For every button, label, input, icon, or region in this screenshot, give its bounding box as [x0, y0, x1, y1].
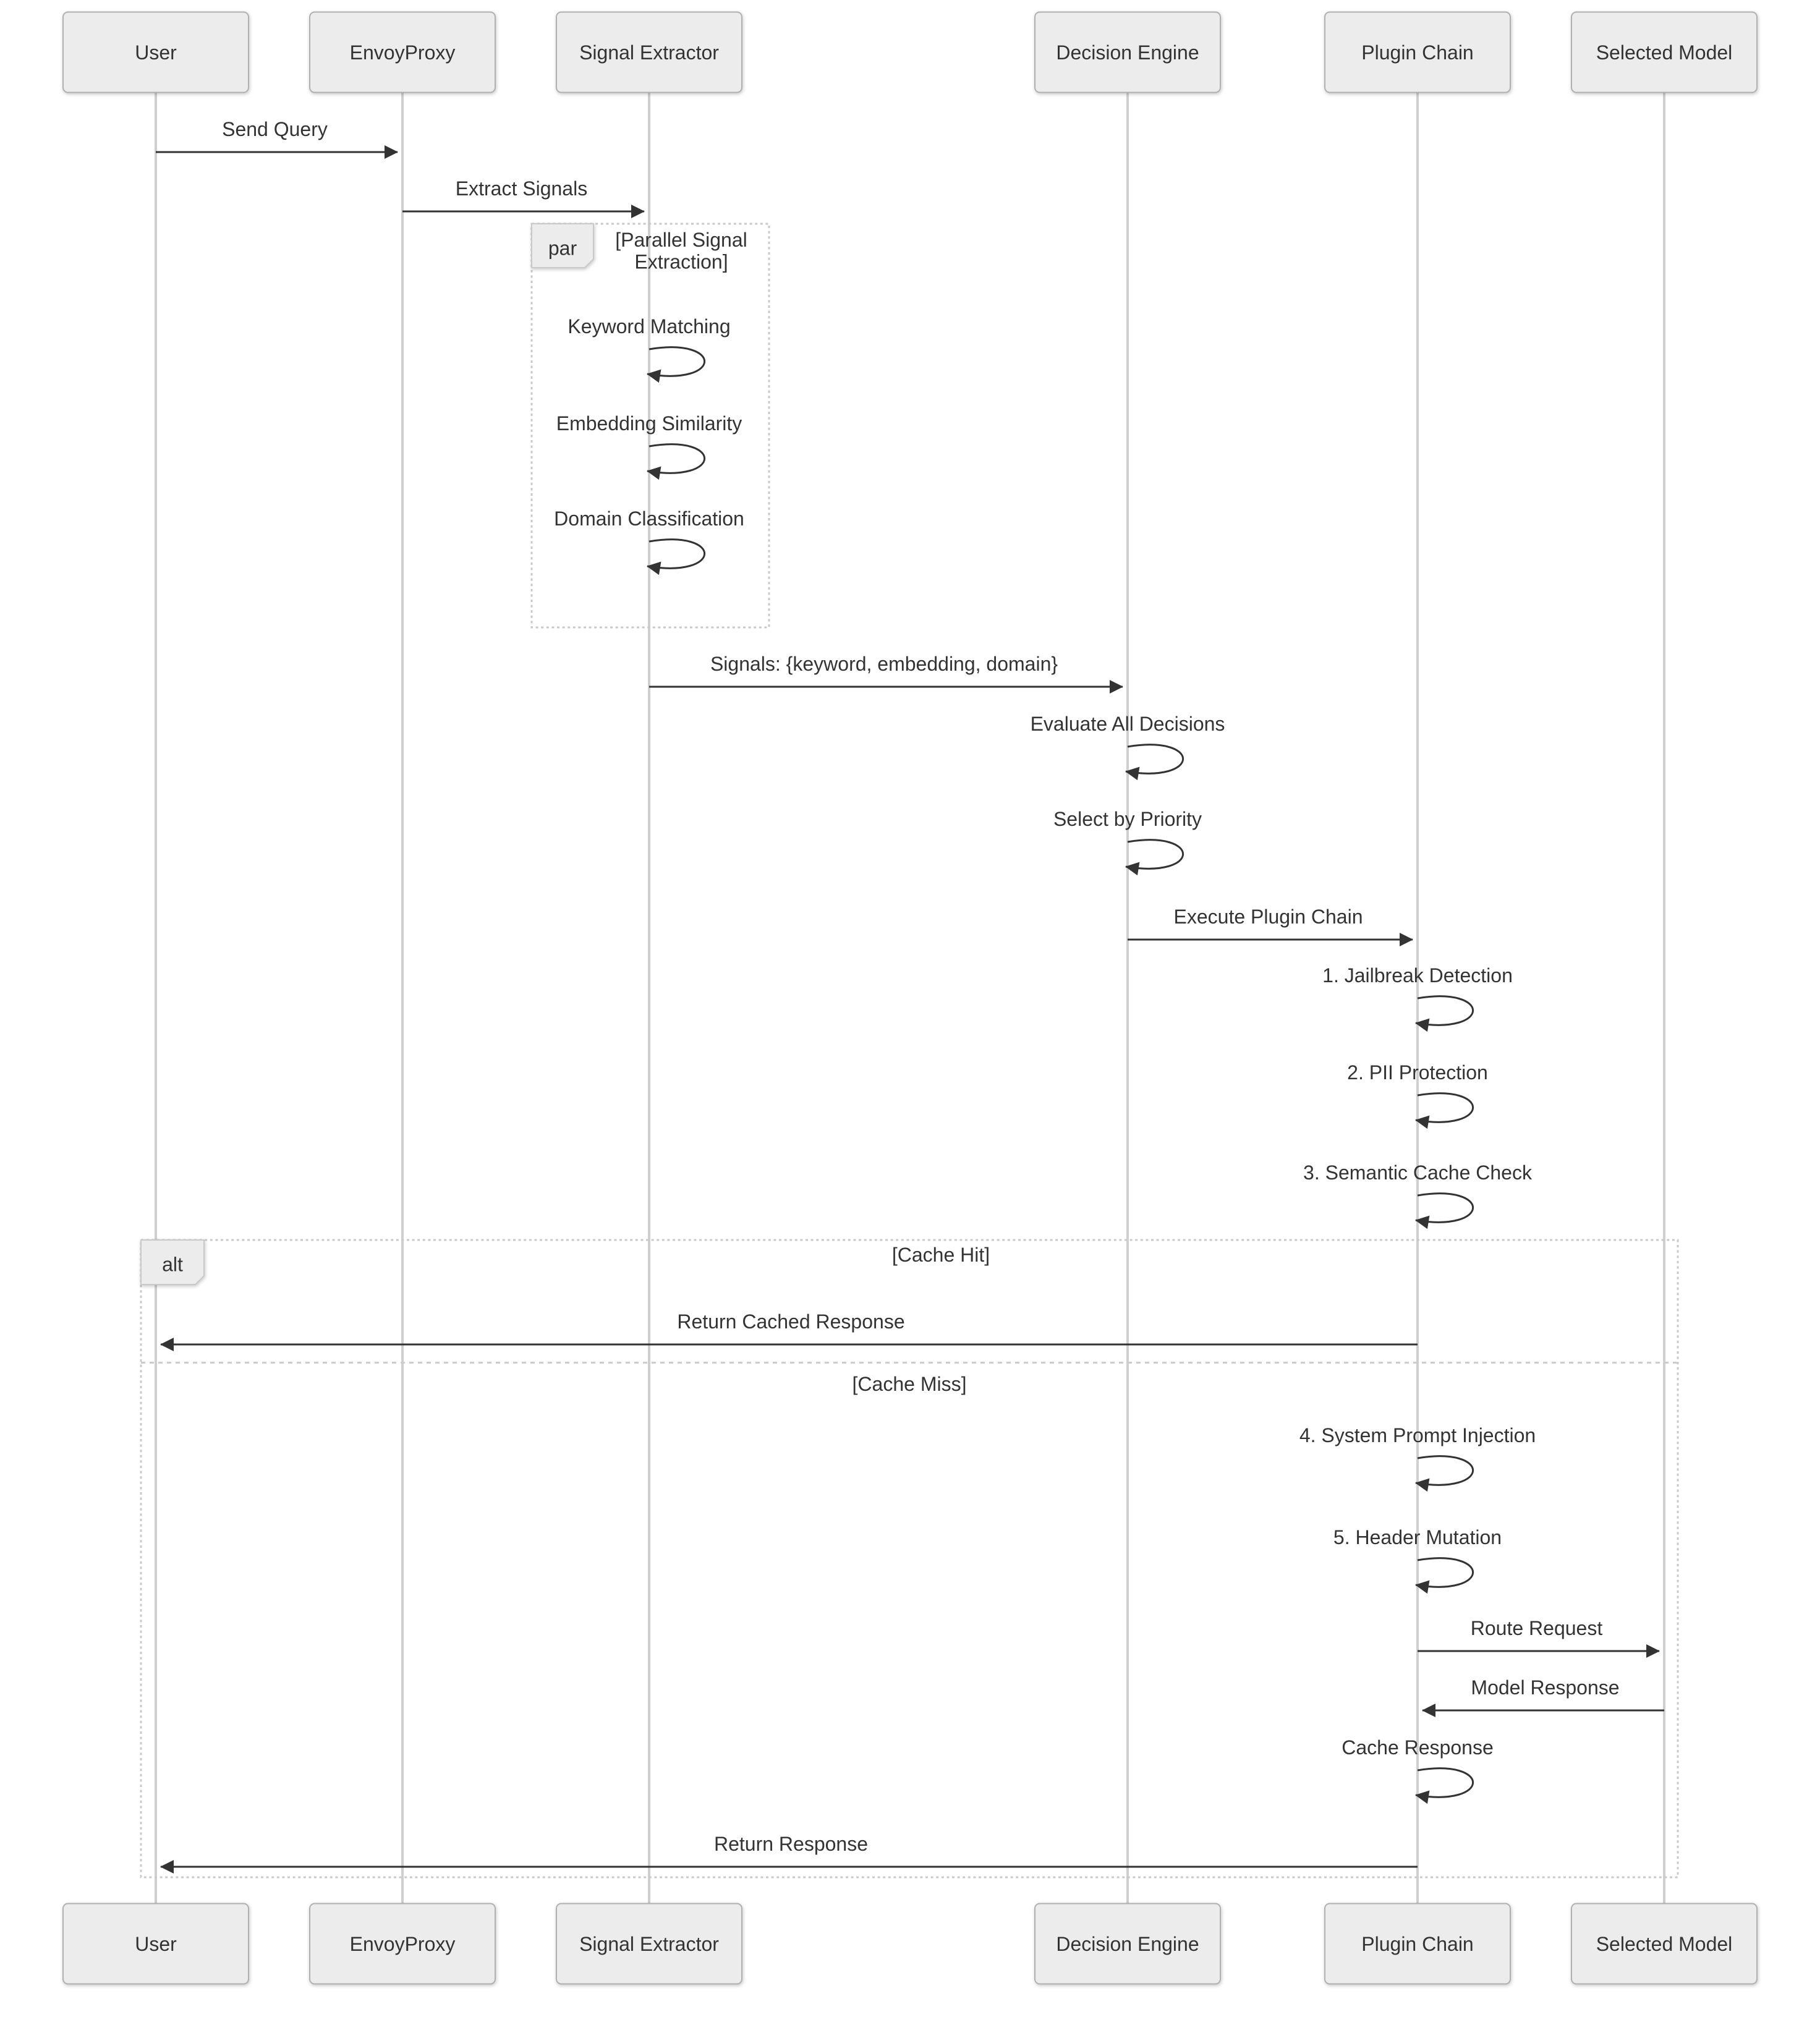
svg-text:Select by Priority: Select by Priority [1053, 808, 1202, 830]
svg-text:1. Jailbreak Detection: 1. Jailbreak Detection [1322, 964, 1513, 987]
svg-text:User: User [135, 41, 177, 64]
svg-text:Route Request: Route Request [1471, 1617, 1603, 1639]
svg-text:User: User [135, 1933, 177, 1955]
svg-text:[Parallel Signal: [Parallel Signal [615, 229, 747, 251]
svg-text:EnvoyProxy: EnvoyProxy [350, 41, 456, 64]
svg-text:alt: alt [162, 1254, 183, 1276]
svg-text:Decision Engine: Decision Engine [1056, 1933, 1199, 1955]
svg-text:2. PII Protection: 2. PII Protection [1347, 1061, 1488, 1084]
svg-text:Plugin Chain: Plugin Chain [1361, 1933, 1473, 1955]
svg-text:Selected Model: Selected Model [1596, 1933, 1733, 1955]
svg-text:Evaluate All Decisions: Evaluate All Decisions [1031, 713, 1225, 735]
svg-text:par: par [548, 237, 577, 260]
svg-text:3. Semantic Cache Check: 3. Semantic Cache Check [1303, 1161, 1533, 1184]
svg-text:Decision Engine: Decision Engine [1056, 41, 1199, 64]
svg-text:Domain Classification: Domain Classification [554, 507, 744, 530]
svg-text:Keyword Matching: Keyword Matching [568, 315, 730, 338]
svg-text:EnvoyProxy: EnvoyProxy [350, 1933, 456, 1955]
svg-text:Extraction]: Extraction] [634, 251, 728, 273]
svg-text:Signal Extractor: Signal Extractor [579, 1933, 719, 1955]
svg-text:Send Query: Send Query [222, 118, 328, 140]
svg-text:Selected Model: Selected Model [1596, 41, 1733, 64]
svg-text:Extract Signals: Extract Signals [456, 177, 587, 200]
svg-text:Return Response: Return Response [714, 1833, 868, 1855]
svg-text:Signals: {keyword, embedding,: Signals: {keyword, embedding, domain} [710, 653, 1058, 675]
svg-text:Cache Response: Cache Response [1342, 1736, 1493, 1759]
svg-text:Return Cached Response: Return Cached Response [677, 1310, 904, 1333]
svg-text:[Cache Hit]: [Cache Hit] [892, 1244, 990, 1266]
svg-text:Plugin Chain: Plugin Chain [1361, 41, 1473, 64]
svg-text:Execute Plugin Chain: Execute Plugin Chain [1174, 906, 1363, 928]
svg-text:5. Header Mutation: 5. Header Mutation [1333, 1526, 1502, 1548]
svg-text:4. System Prompt Injection: 4. System Prompt Injection [1299, 1424, 1536, 1446]
svg-text:[Cache Miss]: [Cache Miss] [853, 1373, 967, 1395]
svg-text:Embedding Similarity: Embedding Similarity [556, 412, 742, 435]
svg-text:Model Response: Model Response [1471, 1676, 1619, 1699]
svg-text:Signal Extractor: Signal Extractor [579, 41, 719, 64]
